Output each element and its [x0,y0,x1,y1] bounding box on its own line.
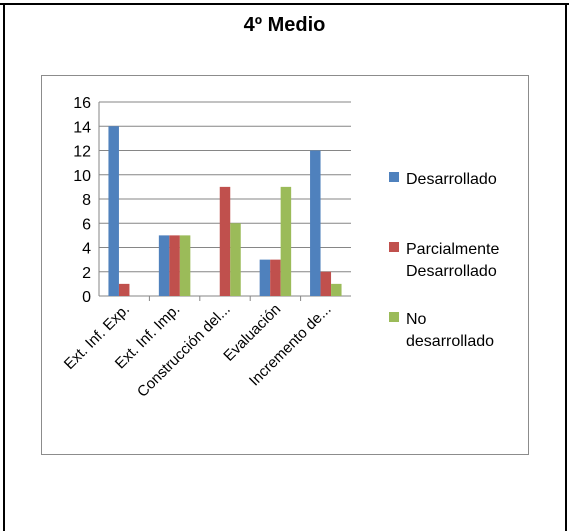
table-border-top [0,3,569,5]
bar [270,259,281,296]
page-title: 4º Medio [243,14,326,36]
table-border-right [565,3,567,531]
bar [118,283,130,296]
y-tick-label: 12 [73,144,91,161]
legend-label: desarrollado [406,333,494,350]
bar [219,186,231,296]
bar [158,235,170,296]
bar [259,259,271,296]
bar [230,223,241,296]
bar [179,235,191,296]
bar [310,150,321,296]
legend-swatch [389,312,399,322]
chart-container: 0 2 4 6 8 10 12 14 16 Ext. Inf. Exp. Ext. Inf. Imp… [41,75,529,455]
bar [108,126,119,296]
legend-label: Parcialmente [406,241,499,258]
x-tick-label: Construcción del... [134,301,234,401]
table-border-left [3,3,5,531]
legend-label: Desarrollado [406,263,497,280]
legend-swatch [389,242,399,252]
y-tick-label: 2 [82,265,91,282]
legend-swatch [389,172,399,182]
y-tick-label: 0 [82,289,91,306]
bar [169,235,180,296]
legend-label: No [406,311,427,328]
y-tick-label: 10 [73,168,91,185]
y-tick-label: 16 [73,95,91,112]
bar [280,186,292,296]
bar [320,271,332,296]
y-tick-label: 4 [82,241,91,258]
y-tick-label: 6 [82,216,91,233]
legend-label: Desarrollado [406,171,497,188]
bar [331,283,342,296]
y-tick-label: 14 [73,119,91,136]
y-tick-label: 8 [82,192,91,209]
